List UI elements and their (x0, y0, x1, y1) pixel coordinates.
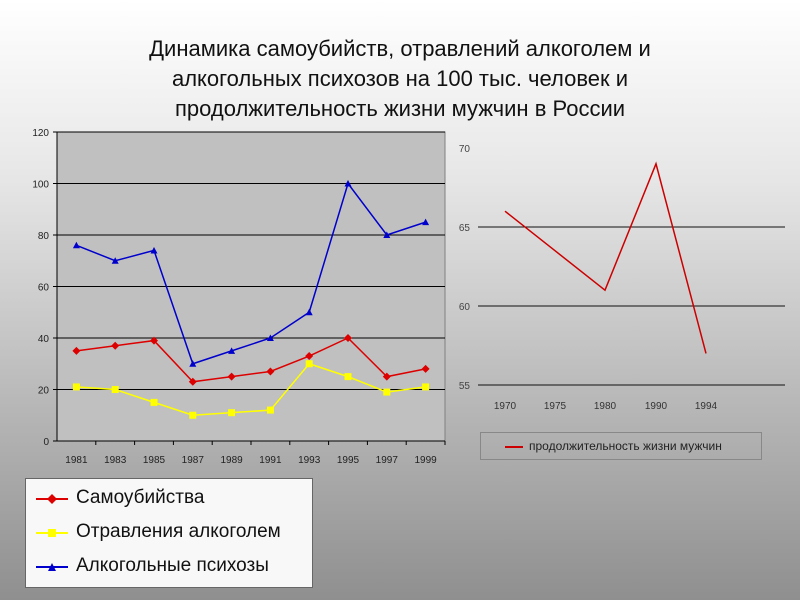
chart2-x-tick-label: 1970 (494, 401, 517, 412)
chart1-x-tick-label: 1987 (182, 455, 205, 466)
chart1-x-tick-label: 1997 (376, 455, 399, 466)
chart1-point-2 (228, 347, 236, 354)
chart1-point-0 (266, 367, 275, 376)
chart1-point-2 (150, 246, 158, 254)
chart1-point-2 (305, 308, 313, 316)
chart1-y-tick-label: 20 (38, 386, 50, 397)
chart1-point-0 (111, 341, 120, 350)
chart2-legend: продолжительность жизни мужчин (480, 432, 762, 460)
chart2-x-tick-label: 1990 (645, 401, 668, 412)
legend-label-alcoholic-psychoses: Алкогольные психозы (76, 555, 269, 576)
chart2-x-tick-label: 1980 (594, 401, 617, 412)
chart1-point-0 (344, 334, 352, 342)
chart1-point-1 (228, 409, 236, 417)
legend-line-life-expectancy (505, 446, 523, 448)
chart1-point-1 (72, 383, 80, 391)
chart1-y-tick-label: 0 (43, 437, 49, 448)
chart1-point-0 (305, 352, 314, 361)
legend-label-suicides: Самоубийства (76, 487, 205, 508)
chart1-point-0 (150, 336, 158, 345)
chart1-x-tick-label: 1983 (104, 455, 127, 466)
chart1-y-tick-label: 40 (38, 334, 50, 345)
chart1-point-2 (189, 360, 197, 367)
chart1-legend: Самоубийства Отравления алкоголем Алкого… (25, 478, 313, 588)
chart1-series-line-1 (76, 362, 426, 417)
legend-item-suicides: Самоубийства (34, 485, 314, 515)
chart1-x-tick-label: 1991 (259, 455, 282, 466)
chart1-point-2 (344, 180, 352, 187)
legend-item-alcoholic-psychoses: Алкогольные психозы (34, 553, 314, 583)
title-line-1: Динамика самоубийств, отравлений алкогол… (149, 36, 651, 61)
chart1-point-2 (266, 334, 274, 341)
chart1-point-1 (422, 383, 430, 391)
chart1-x-tick-label: 1993 (298, 455, 321, 466)
chart1-y-tick-label: 100 (32, 180, 49, 191)
legend-line-alcoholic-psychoses (36, 563, 68, 571)
chart1-point-2 (72, 241, 80, 249)
chart2-y-tick-label: 70 (459, 144, 471, 155)
chart1-y-tick-label: 120 (32, 128, 49, 139)
chart2-y-tick-label: 60 (459, 302, 471, 313)
chart1-point-0 (72, 346, 81, 355)
chart1-x-tick-label: 1999 (414, 455, 437, 466)
chart1-point-2 (422, 218, 430, 226)
page-title: Динамика самоубийств, отравлений алкогол… (50, 34, 750, 124)
chart1-point-0 (382, 372, 391, 381)
legend-line-suicides (36, 494, 68, 504)
chart1-point-1 (344, 373, 352, 381)
chart1-x-tick-label: 1995 (337, 455, 360, 466)
chart1-y-tick-label: 80 (38, 231, 50, 242)
chart2-x-tick-label: 1975 (544, 401, 567, 412)
chart1-point-1 (383, 388, 391, 396)
chart1-point-1 (305, 360, 313, 368)
chart1-x-tick-label: 1981 (65, 455, 88, 466)
chart1-point-2 (383, 231, 391, 238)
chart1-point-1 (189, 411, 197, 419)
chart1-point-1 (111, 386, 119, 393)
chart1-point-1 (150, 398, 158, 406)
chart1-y-tick-label: 60 (38, 283, 50, 294)
title-line-3: продолжительность жизни мужчин в России (174, 96, 626, 121)
chart1-point-2 (111, 257, 119, 264)
legend-label-life-expectancy: продолжительность жизни мужчин (529, 439, 722, 453)
chart2-series-line-0 (504, 161, 707, 354)
chart2-x-tick-label: 1994 (695, 401, 718, 412)
legend-item-alcohol-poisoning: Отравления алкоголем (34, 519, 314, 549)
chart1-point-1 (266, 406, 274, 414)
chart1-x-tick-label: 1989 (220, 455, 243, 466)
chart1-point-0 (188, 377, 197, 386)
chart1-series-line-2 (76, 181, 426, 365)
chart1-point-0 (227, 372, 236, 381)
legend-line-alcohol-poisoning (36, 529, 68, 537)
chart1-x-tick-label: 1985 (143, 455, 166, 466)
chart2-y-tick-label: 65 (459, 223, 471, 234)
chart2-y-tick-label: 55 (459, 381, 471, 392)
legend-label-alcohol-poisoning: Отравления алкоголем (76, 521, 281, 542)
chart1-series-line-0 (76, 337, 426, 383)
chart1-point-0 (421, 364, 430, 373)
title-line-2: алкогольных психозов на 100 тыс. человек… (171, 66, 629, 91)
